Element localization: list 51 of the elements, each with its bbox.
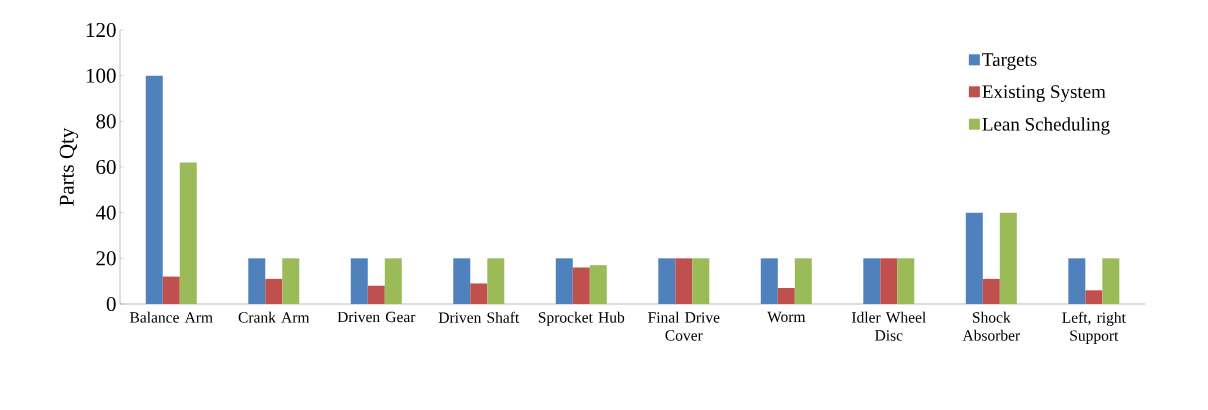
bar — [350, 258, 368, 304]
x-tick-label: Driven Shaft — [438, 311, 520, 323]
bar — [367, 285, 385, 304]
bar — [162, 276, 180, 304]
bar — [999, 212, 1017, 304]
x-tick-label: Worm — [767, 311, 806, 323]
bar — [179, 162, 197, 304]
x-tick-label: Crank Arm — [238, 311, 310, 323]
bar — [1102, 258, 1120, 304]
y-tick-label: 20 — [96, 251, 116, 266]
bar — [982, 278, 1000, 304]
bar — [572, 267, 590, 304]
bar — [897, 258, 915, 304]
bar — [1068, 258, 1086, 304]
bar — [265, 278, 283, 304]
y-axis-title: Parts Qty — [59, 127, 79, 206]
x-tick-label: Balance Arm — [129, 311, 213, 323]
bar — [777, 288, 795, 304]
x-tick-label: Sprocket Hub — [538, 311, 625, 326]
y-tick-label: 120 — [86, 22, 116, 38]
bar — [794, 258, 812, 304]
x-tick-label: Final Drive Cover — [648, 311, 720, 341]
bar — [658, 258, 676, 304]
legend-label: Lean Scheduling — [982, 117, 1110, 135]
y-tick-label: 60 — [96, 159, 116, 175]
y-tick-label: 100 — [86, 68, 116, 83]
bar — [589, 265, 607, 304]
bar — [880, 258, 898, 304]
x-tick-label: Driven Gear — [337, 311, 416, 323]
bar — [282, 258, 300, 304]
bar — [248, 258, 266, 304]
x-tick-label: Idler Wheel Disc — [851, 311, 926, 341]
bar — [692, 258, 710, 304]
y-tick-label: 80 — [96, 114, 116, 129]
bar — [965, 212, 983, 304]
bar — [145, 75, 163, 304]
bar — [384, 258, 402, 304]
y-tick-label: 40 — [95, 205, 116, 220]
bar — [555, 258, 573, 304]
bar — [453, 258, 471, 304]
bar — [675, 258, 693, 304]
x-tick-label: Left, right Support — [1062, 311, 1126, 344]
legend-label: Targets — [982, 53, 1037, 70]
bar — [863, 258, 881, 304]
bar — [1085, 290, 1103, 304]
bar — [760, 258, 778, 304]
y-tick-label: 0 — [106, 296, 116, 312]
x-tick-label: Shock Absorber — [962, 311, 1021, 341]
bar — [487, 258, 505, 304]
bar — [470, 283, 488, 304]
legend-label: Existing System — [982, 85, 1106, 102]
